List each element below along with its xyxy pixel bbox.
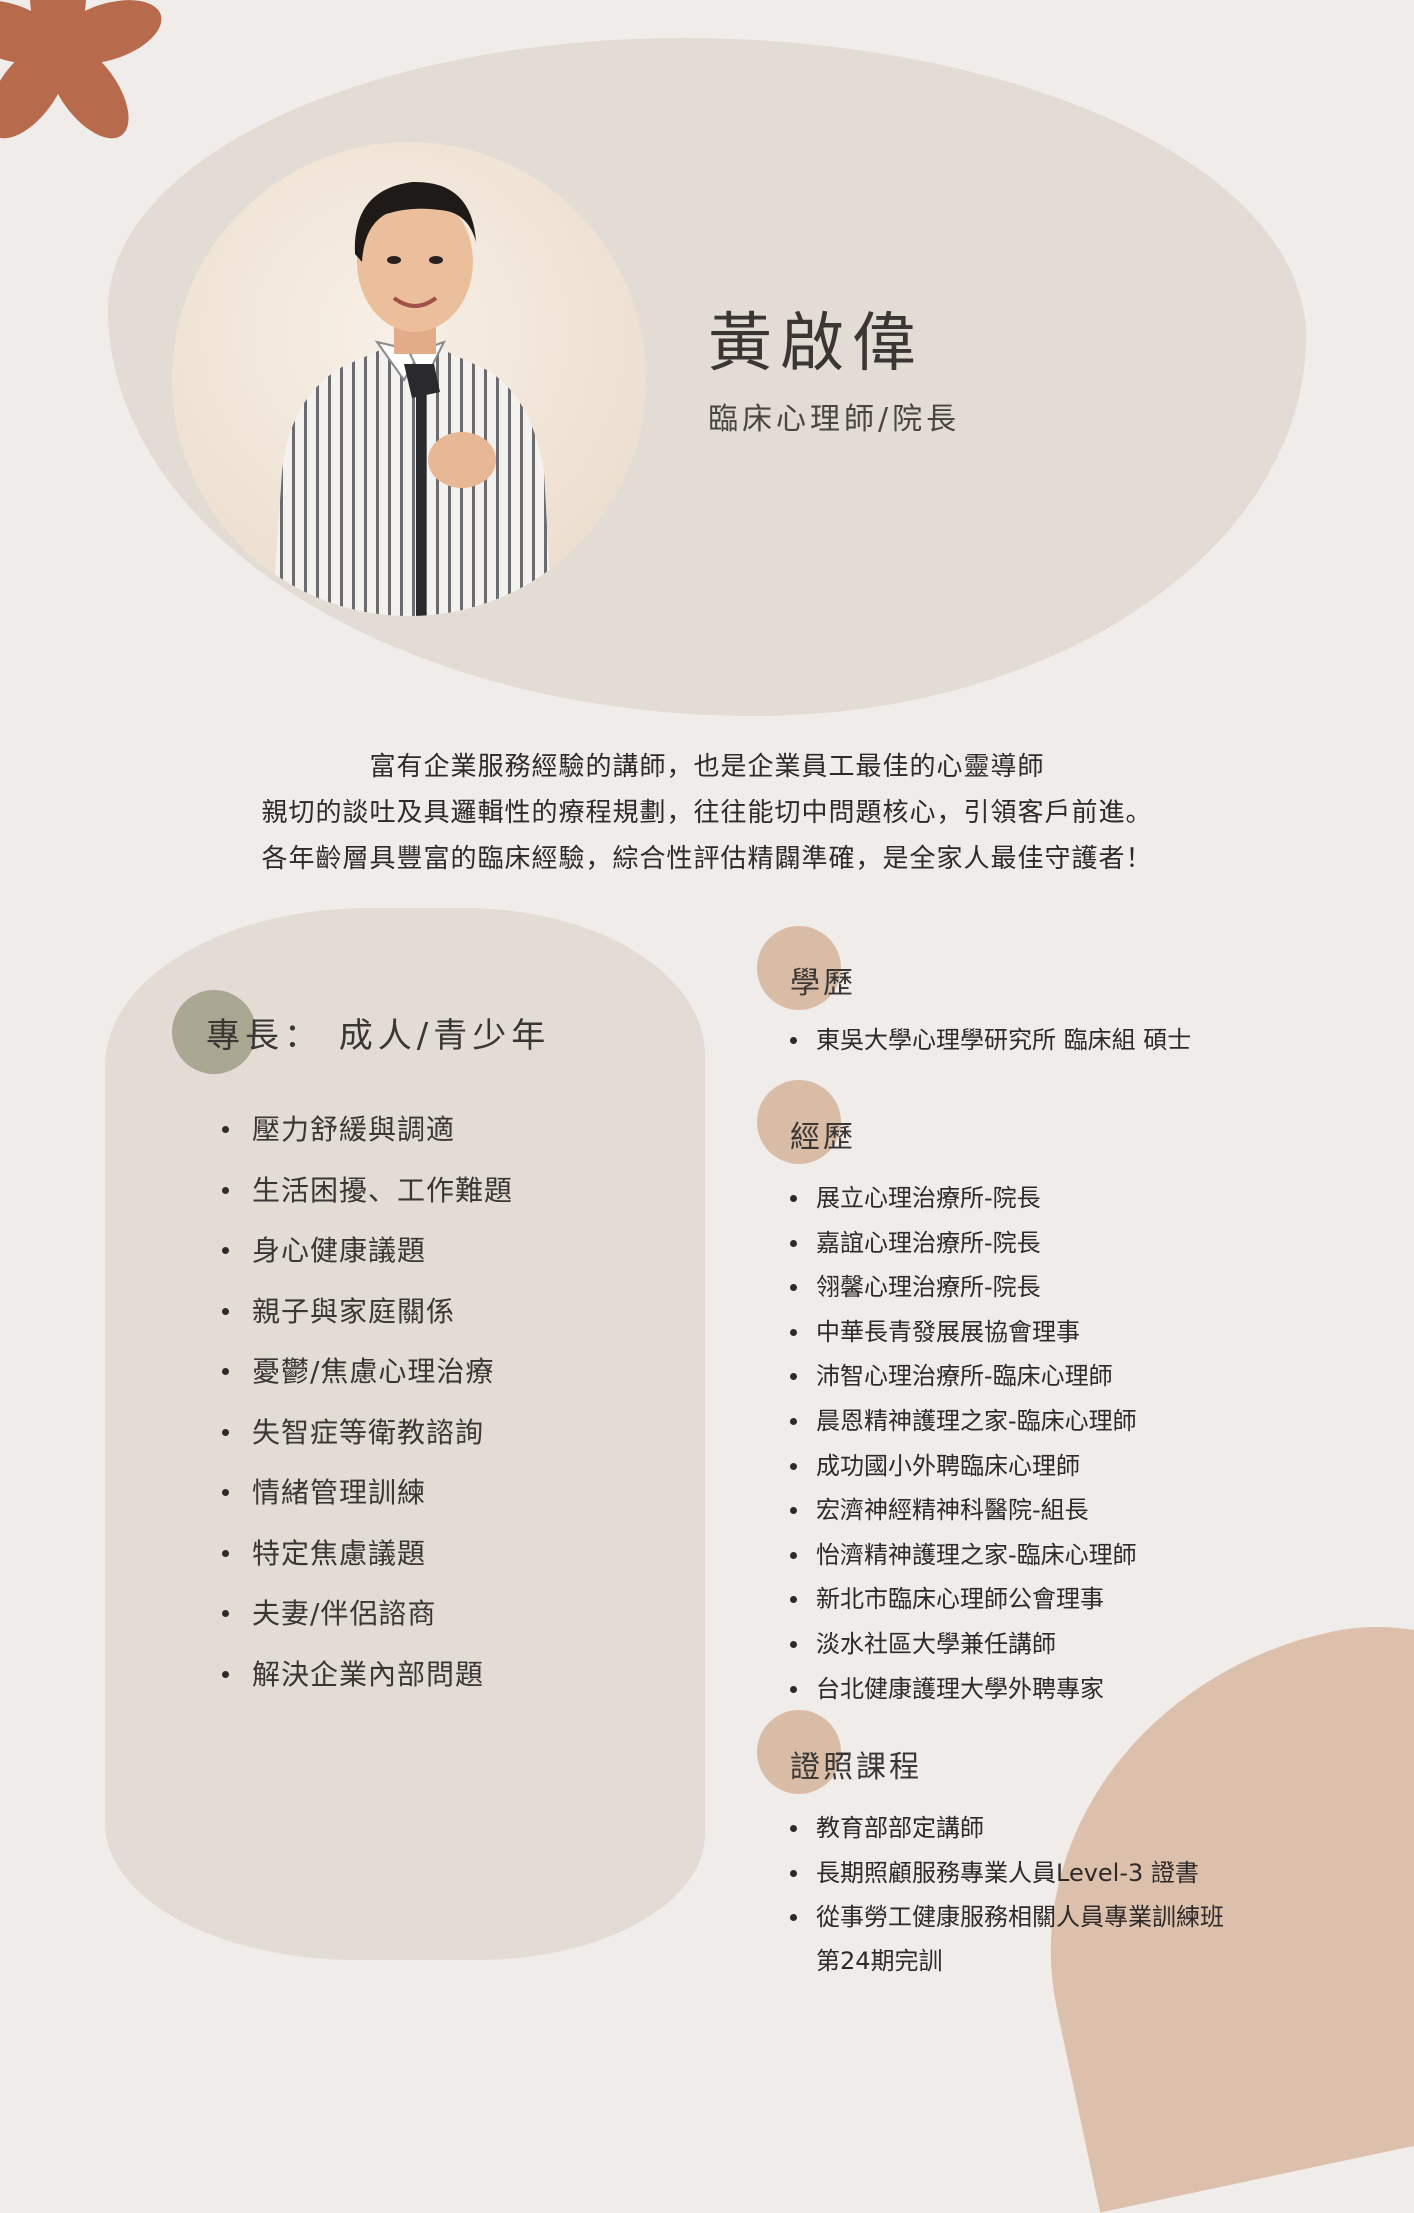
intro-paragraph: 富有企業服務經驗的講師，也是企業員工最佳的心靈導師 親切的談吐及具邏輯性的療程規…	[0, 744, 1414, 882]
list-item: 怡濟精神護理之家-臨床心理師	[788, 1533, 1137, 1578]
list-item: 從事勞工健康服務相關人員專業訓練班 第24期完訓	[788, 1895, 1224, 1983]
list-item: 長期照顧服務專業人員Level-3 證書	[788, 1851, 1224, 1896]
specialty-list: 壓力舒緩與調適 生活困擾、工作難題 身心健康議題 親子與家庭關係 憂鬱/焦慮心理…	[222, 1106, 513, 1711]
intro-line: 富有企業服務經驗的講師，也是企業員工最佳的心靈導師	[369, 752, 1045, 782]
specialty-heading-dot	[172, 990, 256, 1074]
list-item-line: 從事勞工健康服務相關人員專業訓練班	[816, 1903, 1224, 1932]
specialty-background-blob	[105, 908, 705, 1960]
list-item: 夫妻/伴侶諮商	[222, 1590, 513, 1651]
list-item: 沛智心理治療所-臨床心理師	[788, 1354, 1137, 1399]
experience-heading: 經歷	[790, 1120, 856, 1155]
list-item: 中華長青發展展協會理事	[788, 1310, 1137, 1355]
list-item: 翎馨心理治療所-院長	[788, 1265, 1137, 1310]
profile-title: 臨床心理師/院長	[708, 402, 961, 437]
list-item: 展立心理治療所-院長	[788, 1176, 1137, 1221]
list-item: 成功國小外聘臨床心理師	[788, 1444, 1137, 1489]
list-item: 壓力舒緩與調適	[222, 1106, 513, 1167]
list-item: 解決企業內部問題	[222, 1651, 513, 1712]
list-item: 憂鬱/焦慮心理治療	[222, 1348, 513, 1409]
list-item: 台北健康護理大學外聘專家	[788, 1667, 1137, 1712]
list-item: 教育部部定講師	[788, 1806, 1224, 1851]
list-item: 嘉誼心理治療所-院長	[788, 1221, 1137, 1266]
certification-list: 教育部部定講師 長期照顧服務專業人員Level-3 證書 從事勞工健康服務相關人…	[788, 1806, 1224, 1983]
list-item: 東吳大學心理學研究所 臨床組 碩士	[788, 1018, 1191, 1063]
list-item: 親子與家庭關係	[222, 1288, 513, 1349]
list-item: 身心健康議題	[222, 1227, 513, 1288]
list-item-line: 第24期完訓	[816, 1947, 943, 1976]
list-item: 淡水社區大學兼任講師	[788, 1622, 1137, 1667]
intro-line: 親切的談吐及具邏輯性的療程規劃，往往能切中問題核心，引領客戶前進。	[261, 798, 1153, 828]
list-item: 情緒管理訓練	[222, 1469, 513, 1530]
list-item: 新北市臨床心理師公會理事	[788, 1577, 1137, 1622]
list-item: 宏濟神經精神科醫院-組長	[788, 1488, 1137, 1533]
list-item: 生活困擾、工作難題	[222, 1167, 513, 1228]
flower-icon	[0, 0, 162, 139]
education-heading: 學歷	[790, 966, 856, 1001]
certification-heading-dot	[757, 1710, 841, 1794]
education-heading-dot	[757, 926, 841, 1010]
list-item: 失智症等衛教諮詢	[222, 1409, 513, 1470]
experience-list: 展立心理治療所-院長 嘉誼心理治療所-院長 翎馨心理治療所-院長 中華長青發展展…	[788, 1176, 1137, 1711]
portrait-photo	[172, 142, 646, 616]
person-illustration	[272, 181, 552, 616]
experience-heading-dot	[757, 1080, 841, 1164]
profile-name: 黃啟偉	[708, 307, 924, 381]
certification-heading: 證照課程	[790, 1750, 922, 1785]
intro-line: 各年齡層具豐富的臨床經驗，綜合性評估精闢準確，是全家人最佳守護者！	[261, 844, 1153, 874]
education-list: 東吳大學心理學研究所 臨床組 碩士	[788, 1018, 1191, 1063]
list-item: 特定焦慮議題	[222, 1530, 513, 1591]
specialty-heading: 專長： 成人/青少年	[206, 1016, 551, 1056]
list-item: 晨恩精神護理之家-臨床心理師	[788, 1399, 1137, 1444]
